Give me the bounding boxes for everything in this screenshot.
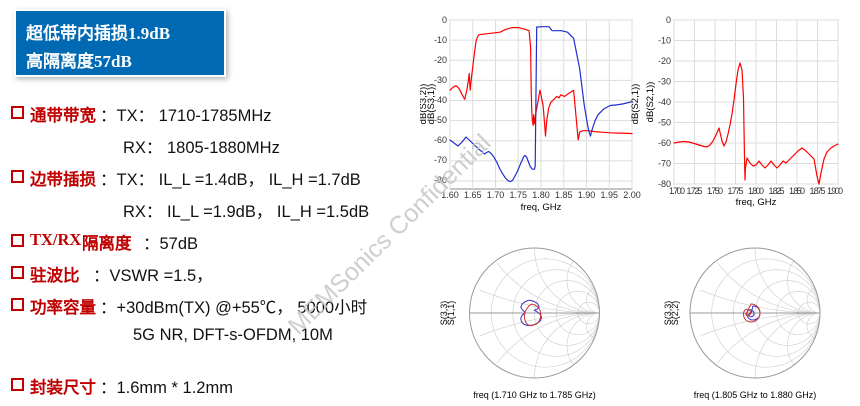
svg-text:1.900: 1.900 <box>827 186 843 196</box>
svg-text:0: 0 <box>442 15 447 25</box>
svg-text:-50: -50 <box>658 118 671 128</box>
svg-text:1.90: 1.90 <box>578 190 596 200</box>
svg-text:dB(S2,1)): dB(S2,1)) <box>630 84 641 125</box>
svg-text:1.700: 1.700 <box>669 186 685 196</box>
svg-text:-60: -60 <box>658 138 671 148</box>
svg-text:1.725: 1.725 <box>687 186 703 196</box>
svg-text:1.80: 1.80 <box>532 190 550 200</box>
svg-text:1.65: 1.65 <box>464 190 482 200</box>
svg-text:1.875: 1.875 <box>810 186 826 196</box>
svg-text:-20: -20 <box>434 55 447 65</box>
svg-text:1.75: 1.75 <box>509 190 527 200</box>
svg-text:1.850: 1.850 <box>789 186 805 196</box>
svg-text:1.85: 1.85 <box>555 190 573 200</box>
svg-text:1.95: 1.95 <box>600 190 618 200</box>
svg-text:-10: -10 <box>658 36 671 46</box>
svg-text:1.750: 1.750 <box>707 186 723 196</box>
svg-text:1.60: 1.60 <box>441 190 459 200</box>
svg-text:-60: -60 <box>434 135 447 145</box>
svg-text:-70: -70 <box>434 155 447 165</box>
svg-text:-70: -70 <box>658 159 671 169</box>
svg-text:dB(S2,1)): dB(S2,1)) <box>645 82 656 123</box>
svg-text:freq, GHz: freq, GHz <box>521 202 562 213</box>
svg-text:-30: -30 <box>434 75 447 85</box>
svg-text:0: 0 <box>666 15 671 25</box>
svg-text:1.70: 1.70 <box>487 190 505 200</box>
svg-text:freq, GHz: freq, GHz <box>736 197 777 208</box>
svg-text:-40: -40 <box>658 97 671 107</box>
svg-text:S(1,1): S(1,1) <box>446 301 456 326</box>
svg-text:1.800: 1.800 <box>748 186 764 196</box>
svg-text:-80: -80 <box>434 175 447 185</box>
svg-text:1.825: 1.825 <box>769 186 785 196</box>
svg-text:-10: -10 <box>434 35 447 45</box>
svg-text:1.775: 1.775 <box>728 186 744 196</box>
svg-text:freq (1.805 GHz to 1.880 GHz): freq (1.805 GHz to 1.880 GHz) <box>694 390 817 400</box>
svg-text:freq (1.710 GHz to 1.785 GHz): freq (1.710 GHz to 1.785 GHz) <box>473 390 596 400</box>
svg-text:-30: -30 <box>658 77 671 87</box>
svg-text:dB(S3,1)): dB(S3,1)) <box>426 84 437 125</box>
svg-text:S(2,2): S(2,2) <box>670 301 680 326</box>
svg-text:-20: -20 <box>658 56 671 66</box>
svg-text:2.00: 2.00 <box>623 190 641 200</box>
